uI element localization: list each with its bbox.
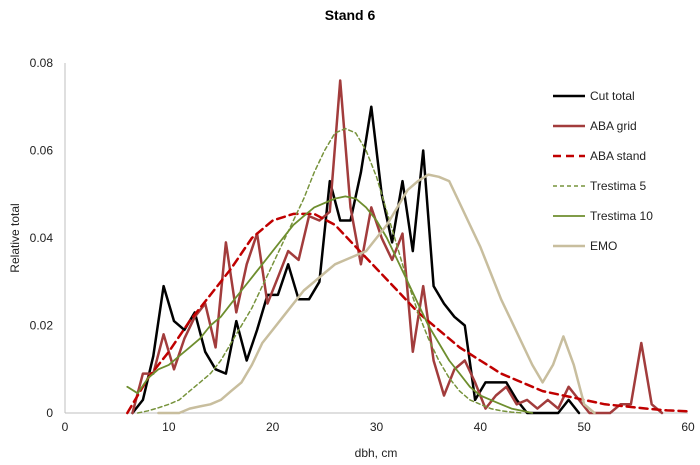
- chart-title: Stand 6: [325, 7, 376, 23]
- legend: Cut total ABA grid ABA stand Trestima 5 Tres…: [553, 89, 653, 253]
- x-tick-label: 50: [577, 420, 591, 434]
- series-line-emo: [157, 173, 596, 415]
- x-tick-label: 0: [62, 420, 69, 434]
- y-tick-label: 0.08: [30, 56, 54, 70]
- x-axis-label: dbh, cm: [355, 446, 398, 460]
- x-tick-label: 10: [162, 420, 176, 434]
- series-line-trestima-10: [126, 195, 534, 414]
- x-tick-labels: 0 10 20 30 40 50 60: [62, 420, 695, 434]
- x-tick-label: 60: [681, 420, 695, 434]
- x-tick-label: 30: [370, 420, 384, 434]
- legend-label-cut-total: Cut total: [590, 89, 635, 103]
- y-tick-label: 0.06: [30, 144, 54, 158]
- series-line-cut-total: [131, 105, 581, 415]
- legend-label-aba-stand: ABA stand: [590, 149, 646, 163]
- series-lines: [126, 79, 690, 415]
- legend-label-trestima-10: Trestima 10: [590, 209, 653, 223]
- legend-label-emo: EMO: [590, 239, 617, 253]
- legend-label-trestima-5: Trestima 5: [590, 179, 647, 193]
- x-tick-label: 20: [266, 420, 280, 434]
- y-tick-labels: 0 0.02 0.04 0.06 0.08: [30, 56, 54, 420]
- x-tick-label: 40: [474, 420, 488, 434]
- legend-label-aba-grid: ABA grid: [590, 119, 637, 133]
- series-line-trestima-5: [136, 127, 523, 414]
- y-tick-label: 0: [46, 406, 53, 420]
- y-tick-label: 0.02: [30, 319, 54, 333]
- series-line-aba-stand: [126, 212, 690, 415]
- y-tick-label: 0.04: [30, 231, 54, 245]
- y-axis-label: Relative total: [8, 203, 22, 272]
